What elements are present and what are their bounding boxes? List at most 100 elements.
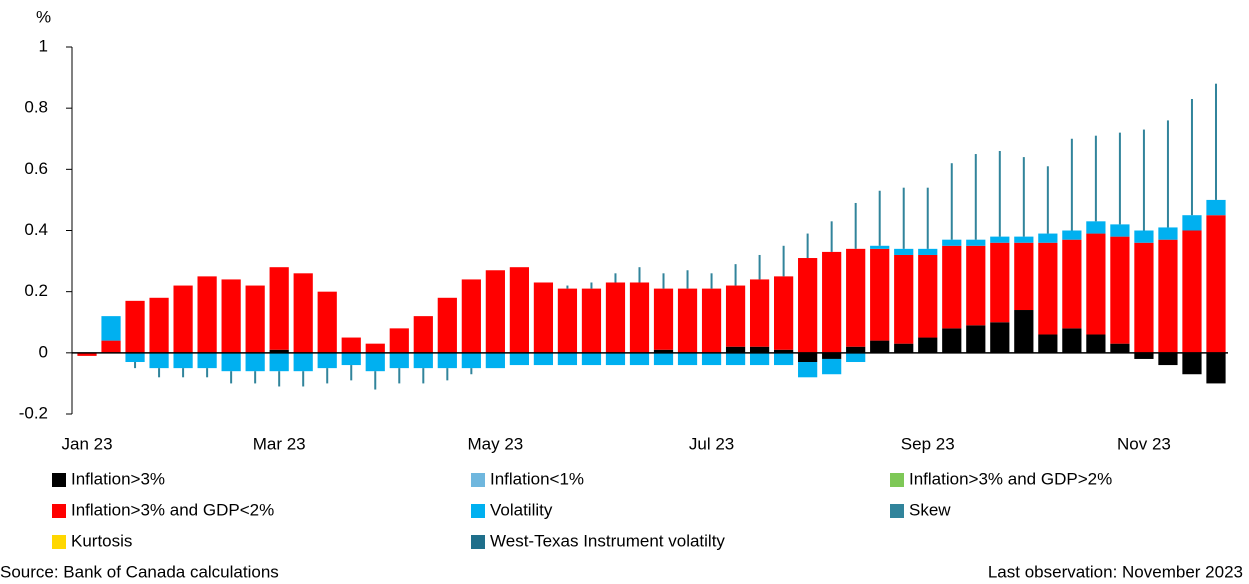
bar-segment [1134,242,1154,353]
legend-label: Volatility [490,500,553,519]
legend-label: Skew [909,500,951,519]
bar-segment [269,352,289,372]
legend-label: Inflation<1% [490,469,584,488]
bar-segment [437,297,457,353]
bar-segment [413,352,433,369]
bar-segment [638,267,641,283]
x-tick-label: Sep 23 [901,434,955,453]
bar-segment [1110,343,1130,353]
bar-segment [581,352,602,366]
bar-segment [197,352,217,369]
bar-segment [341,337,361,353]
bar-segment [653,349,674,353]
bar-segment [1134,230,1154,243]
bar-segment [485,352,505,369]
bar-segment [998,150,1001,237]
bar-segment [557,352,578,366]
bar-segment [846,352,866,363]
note: Last observation: November 2023 [988,562,1243,581]
bar-segment [149,352,169,369]
bar-segment [605,352,626,366]
bar-segment [173,352,193,369]
bar-segment [701,352,722,366]
bar-segment [1094,135,1097,222]
bar-segment [461,352,481,369]
bar-segment [485,270,505,353]
bar-segment [950,163,953,240]
bar-segment [822,358,842,375]
bar-segment [782,245,785,277]
bar-segment [725,352,746,366]
bar-segment [134,362,137,369]
bar-segment [365,343,385,353]
bar-segment [758,254,761,280]
x-tick-label: Jan 23 [61,434,112,453]
bar-segment [590,282,593,289]
bar-segment [774,349,794,353]
bar-segment [677,288,698,353]
bar-segment [734,264,737,286]
bar-segment [894,343,914,353]
bar-segment [605,282,626,353]
x-tick-label: Jul 23 [689,434,734,453]
bar-segment [317,291,337,353]
bar-segment [1206,199,1226,216]
legend-label: Inflation>3% and GDP<2% [71,500,274,519]
bar-segment [1038,233,1058,243]
bar-segment [1118,132,1121,225]
bar-segment [749,279,770,347]
bar-segment [221,279,241,353]
y-unit: % [36,7,51,26]
bar-segment [1206,352,1226,384]
bar-segment [798,362,818,378]
bar-segment [662,273,665,289]
bar-segment [725,346,746,353]
legend-swatch [890,504,904,518]
bar-segment [413,316,433,353]
bar-segment [341,352,361,366]
bar-segment [870,245,890,249]
bar-segment [182,368,185,378]
legend-label: West-Texas Instrument volatilty [490,531,725,550]
y-tick-label: 0.2 [24,281,48,300]
y-tick-label: 0.6 [24,159,48,178]
bar-segment [293,352,313,372]
bar-segment [509,267,529,353]
bar-segment [446,368,449,381]
bar-segment [653,288,674,350]
bar-segment [942,239,962,246]
bar-segment [1086,334,1106,353]
bar-segment [846,248,866,347]
bar-segment [1142,129,1145,231]
bar-segment [798,352,818,363]
bar-segment [990,242,1010,323]
bar-segment [774,276,794,350]
bar-segment [398,368,401,384]
bar-segment [1038,242,1058,335]
legend-label: Inflation>3% and GDP>2% [909,469,1112,488]
bar-segment [1182,215,1202,231]
bar-segment [974,154,977,240]
bar-segment [326,368,329,384]
bar-segment [894,248,914,255]
bar-segment [1062,328,1082,353]
bar-segment [317,352,337,369]
bar-segment [293,273,313,353]
legend-swatch [52,504,66,518]
bar-segment [269,267,289,350]
legend-label: Inflation>3% [71,469,165,488]
bar-segment [942,328,962,353]
bar-segment [749,346,770,353]
y-tick-label: -0.2 [19,403,48,422]
bar-segment [149,297,169,353]
legend-swatch [471,535,485,549]
bar-segment [1214,83,1217,200]
bar-segment [854,202,857,249]
bar-segment [350,365,353,381]
bar-segment [878,190,881,246]
bar-segment [918,337,938,353]
bar-segment [509,352,529,366]
bar-segment [749,352,770,366]
bar-segment [990,236,1010,243]
source: Source: Bank of Canada calculations [0,562,279,581]
